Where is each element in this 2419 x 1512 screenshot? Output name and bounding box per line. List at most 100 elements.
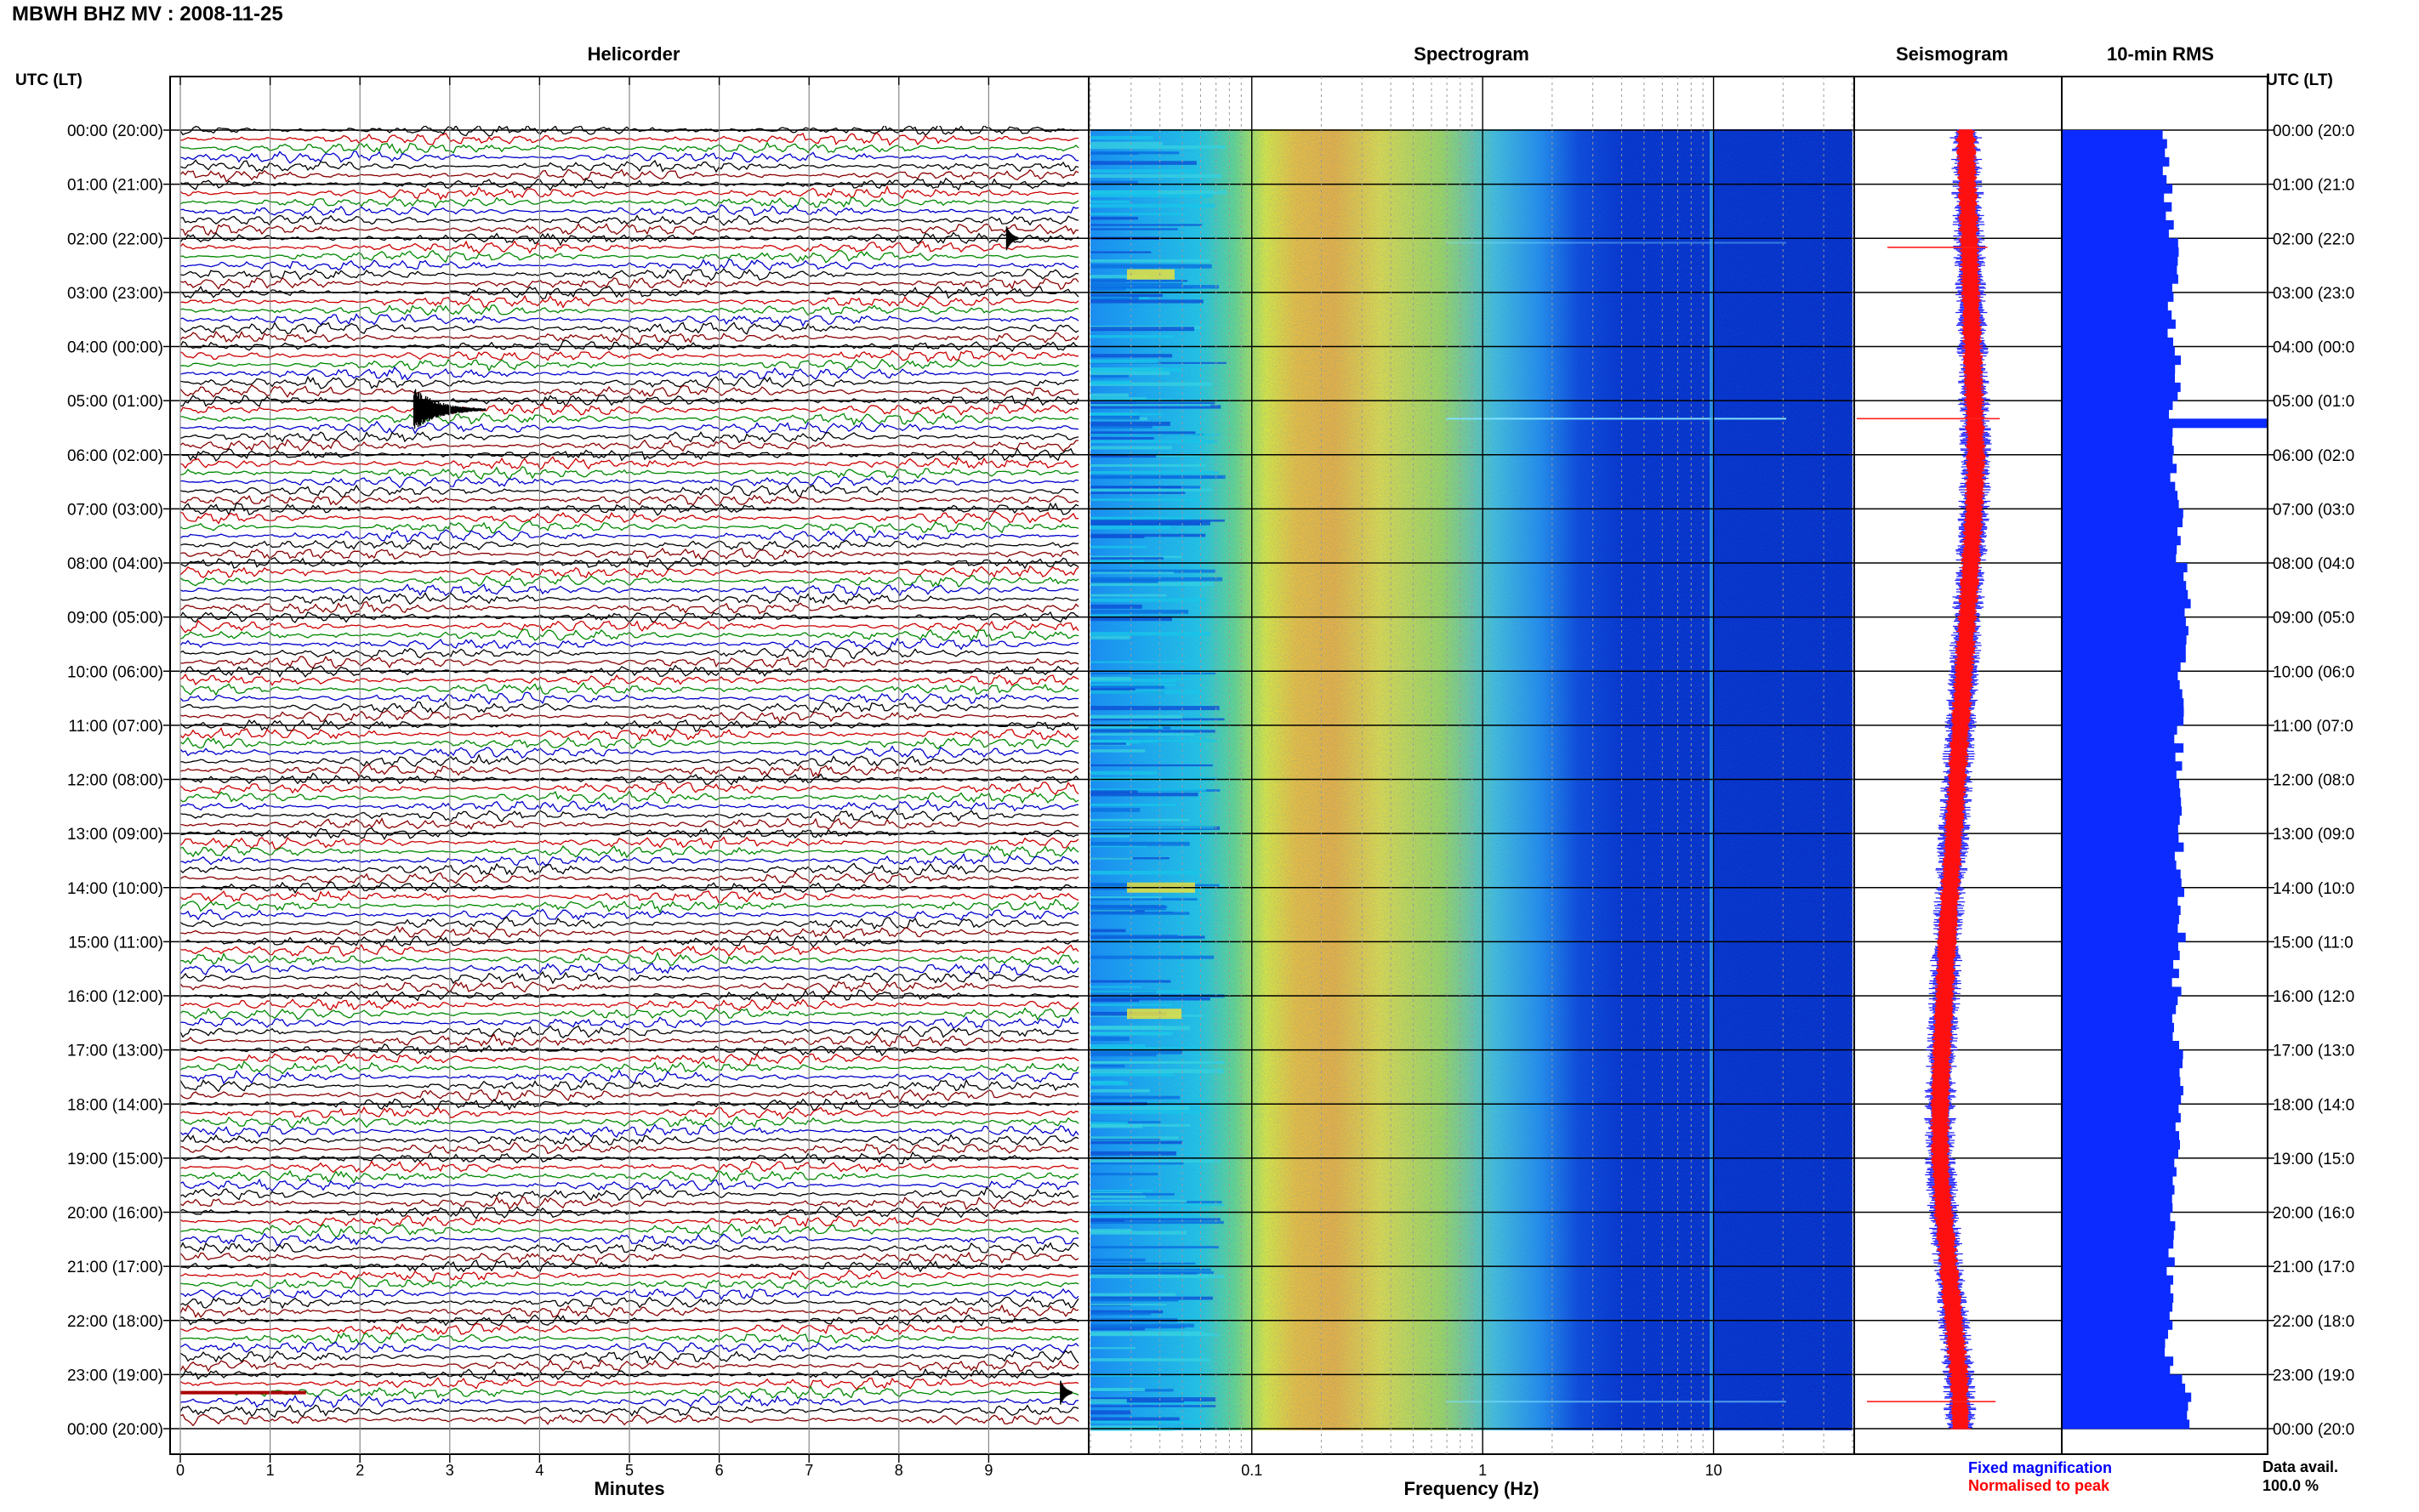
spectrogram-streak bbox=[1090, 1037, 1130, 1042]
rms-bar bbox=[2063, 337, 2173, 347]
spectrogram-streak bbox=[1090, 661, 1190, 663]
rms-bar bbox=[2063, 770, 2177, 780]
left-time-label: 03:00 (23:00) bbox=[67, 285, 163, 303]
spectrogram-streak bbox=[1090, 857, 1133, 860]
rms-bar bbox=[2063, 1140, 2180, 1150]
spectrogram-streak bbox=[1090, 714, 1182, 719]
rms-bar bbox=[2063, 806, 2182, 816]
rms-bar bbox=[2063, 509, 2183, 519]
left-time-label: 02:00 (22:00) bbox=[67, 230, 163, 248]
right-time-label: 05:00 (01:0 bbox=[2273, 393, 2354, 411]
rms-bar bbox=[2063, 283, 2172, 293]
spectrogram-streak bbox=[1090, 228, 1178, 230]
rms-bar bbox=[2063, 1401, 2188, 1412]
spectrogram-streak bbox=[1090, 1229, 1132, 1233]
spectrogram-streak bbox=[1090, 440, 1218, 444]
spectrogram-streak bbox=[1090, 896, 1162, 899]
left-time-label: 11:00 (07:00) bbox=[68, 718, 163, 736]
spectrogram-streak bbox=[1090, 278, 1126, 283]
rms-bar bbox=[2063, 906, 2181, 915]
spectrogram-streak bbox=[1090, 571, 1174, 574]
left-time-label: 09:00 (05:00) bbox=[67, 610, 163, 628]
spectrogram-streak bbox=[1090, 1373, 1160, 1377]
spectrogram-streak bbox=[1090, 1199, 1187, 1203]
spectrogram-streak bbox=[1090, 434, 1221, 436]
rms-bar bbox=[2063, 499, 2179, 509]
rms-bar bbox=[2063, 1266, 2167, 1276]
rms-bar bbox=[2063, 1384, 2186, 1393]
spectrogram-streak bbox=[1090, 475, 1226, 480]
spectrogram-streak bbox=[1090, 1326, 1185, 1329]
spectrogram-streak bbox=[1090, 579, 1158, 583]
rms-bar bbox=[2063, 1248, 2169, 1258]
rms-bar bbox=[2063, 1086, 2183, 1095]
spectrogram-streak bbox=[1090, 909, 1136, 912]
left-time-label: 20:00 (16:00) bbox=[67, 1205, 163, 1223]
rms-bar bbox=[2063, 473, 2171, 482]
spectrogram-streak bbox=[1090, 1304, 1167, 1306]
rms-bar bbox=[2063, 698, 2184, 708]
right-time-label: 19:00 (15:0 bbox=[2273, 1151, 2354, 1168]
spectrogram-streak bbox=[1090, 293, 1163, 298]
spectrogram-streak bbox=[1090, 929, 1126, 933]
rms-bar bbox=[2063, 707, 2184, 717]
spectrogram-streak bbox=[1090, 1140, 1183, 1145]
spectrogram-streak bbox=[1090, 224, 1203, 226]
spectrogram-streak bbox=[1090, 545, 1147, 549]
spectrogram-streak bbox=[1090, 818, 1190, 821]
left-time-label: 00:00 (20:00) bbox=[67, 122, 163, 140]
rms-bar bbox=[2063, 211, 2166, 221]
rms-bar bbox=[2063, 418, 2267, 429]
spectrogram-streak bbox=[1090, 935, 1178, 937]
rms-bar bbox=[2063, 491, 2178, 501]
rms-bars bbox=[2063, 130, 2267, 1430]
rms-bar bbox=[2063, 752, 2176, 762]
spectrogram-streak bbox=[1090, 1333, 1219, 1337]
rms-bar bbox=[2063, 1077, 2181, 1087]
spectrogram-streak bbox=[1090, 582, 1214, 587]
spectrogram-streak bbox=[1090, 1106, 1190, 1111]
spectrogram-streak bbox=[1090, 203, 1215, 208]
rms-bar bbox=[2063, 914, 2179, 924]
spectrogram-streak bbox=[1090, 1405, 1216, 1407]
spectrogram-streak bbox=[1090, 1159, 1221, 1163]
spectrogram-streak bbox=[1090, 193, 1213, 197]
spectrogram-streak bbox=[1090, 180, 1138, 185]
rms-bar bbox=[2063, 1122, 2176, 1132]
rms-bar bbox=[2063, 932, 2186, 942]
rms-bar bbox=[2063, 1022, 2174, 1032]
right-time-label: 02:00 (22:0 bbox=[2273, 230, 2354, 248]
rms-bar bbox=[2063, 355, 2181, 366]
left-time-label: 22:00 (18:00) bbox=[67, 1313, 163, 1331]
rms-bar bbox=[2063, 1032, 2173, 1042]
frequency-axis: 0.1 1 10 bbox=[1241, 1462, 1722, 1479]
spectrogram-streak bbox=[1090, 393, 1129, 397]
rms-bar bbox=[2063, 409, 2169, 419]
spectrogram-streak bbox=[1090, 498, 1199, 502]
left-time-label: 19:00 (15:00) bbox=[67, 1151, 163, 1168]
right-time-label: 22:00 (18:0 bbox=[2273, 1313, 2354, 1331]
rms-bar bbox=[2063, 969, 2179, 979]
rms-bar bbox=[2063, 1239, 2174, 1249]
rms-bar bbox=[2063, 1329, 2168, 1339]
rms-bar bbox=[2063, 1392, 2192, 1402]
legend-fixed-magnification: Fixed magnification bbox=[1968, 1459, 2112, 1476]
minute-tick-label: 5 bbox=[625, 1462, 634, 1479]
rms-bar bbox=[2063, 310, 2172, 321]
panel-title-helicorder: Helicorder bbox=[588, 43, 680, 65]
rms-bar bbox=[2063, 184, 2173, 194]
spectrogram-streak bbox=[1090, 425, 1153, 429]
spectrogram-streak bbox=[1090, 1072, 1174, 1077]
rms-bar bbox=[2063, 725, 2177, 735]
rms-bar bbox=[2063, 1302, 2173, 1312]
rms-bar bbox=[2063, 1293, 2174, 1303]
rms-bar bbox=[2063, 446, 2174, 456]
spectrogram-streak bbox=[1090, 733, 1195, 736]
spectrogram-streak bbox=[1090, 412, 1164, 416]
spectrogram-streak bbox=[1090, 730, 1215, 733]
spectrogram-streak bbox=[1090, 1271, 1214, 1275]
spectrogram-streak bbox=[1090, 135, 1153, 140]
rms-bar bbox=[2063, 1356, 2174, 1367]
spectrogram-streak bbox=[1090, 1231, 1187, 1235]
spectrogram-streak bbox=[1090, 990, 1192, 993]
